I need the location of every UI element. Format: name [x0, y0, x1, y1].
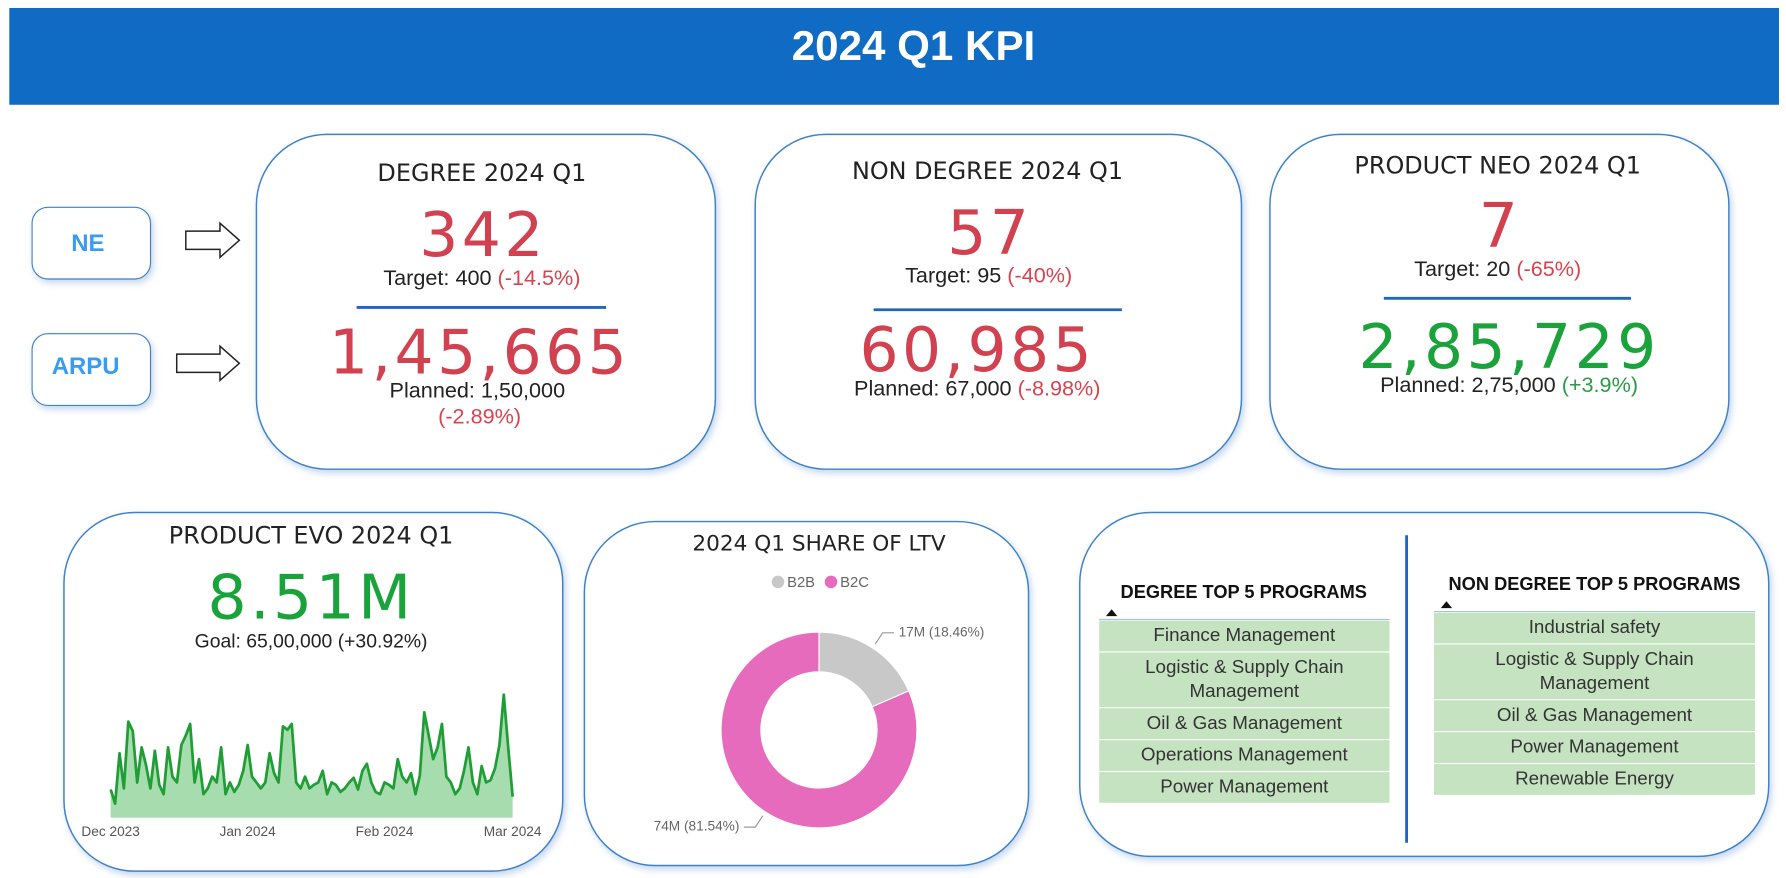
table-row: Renewable Energy: [1433, 764, 1756, 795]
target: Target: 95 (-40%): [905, 262, 1072, 287]
table-row: Finance Management: [1099, 620, 1390, 653]
data-label: 17M (18.46%): [899, 624, 985, 639]
legend-swatch: [771, 575, 785, 589]
legend-swatch: [824, 575, 838, 589]
chart-title: 2024 Q1 SHARE OF LTV: [692, 531, 946, 556]
kpi-card: [754, 133, 1243, 470]
chart-card: [583, 520, 1030, 867]
arpu-label: ARPU: [52, 353, 120, 380]
target-text: Target: 95: [905, 262, 1001, 287]
table-row: Operations Management: [1099, 740, 1390, 773]
legend-label: B2B: [787, 575, 815, 591]
table-title: DEGREE TOP 5 PROGRAMS: [1121, 582, 1367, 602]
x-tick-label: Feb 2024: [356, 824, 414, 839]
leader-line: [743, 815, 764, 828]
card-title: PRODUCT NEO 2024 Q1: [1354, 151, 1641, 179]
arrow: [175, 344, 241, 382]
table-row: Industrial safety: [1433, 612, 1756, 645]
planned-text: Planned: 2,75,000: [1380, 372, 1556, 397]
page-title: 2024 Q1 KPI: [792, 22, 1036, 69]
x-tick-label: Mar 2024: [484, 824, 542, 839]
x-tick-label: Dec 2023: [81, 824, 139, 839]
ne-label: NE: [71, 230, 104, 257]
table-row: Power Management: [1099, 772, 1390, 803]
donut-slice: [720, 631, 918, 829]
sort-icon: [1105, 609, 1118, 617]
target-change: (-14.5%): [498, 265, 581, 290]
target-text: Target: 20: [1414, 256, 1510, 281]
table-row: Logistic & Supply Chain Management: [1433, 644, 1756, 701]
table-container: Industrial safety Logistic & Supply Chai…: [1433, 612, 1756, 795]
card-title: PRODUCT EVO 2024 Q1: [169, 521, 454, 549]
programs-table: Industrial safety Logistic & Supply Chai…: [1433, 612, 1756, 795]
planned-change: (-2.89%): [438, 404, 521, 429]
leader-line: [874, 632, 895, 645]
area: [110, 694, 513, 818]
arrow: [185, 221, 241, 260]
arpu-value: 60,985: [859, 314, 1095, 386]
target-change: (-40%): [1007, 262, 1072, 287]
planned: Planned: 2,75,000 (+3.9%): [1380, 372, 1638, 397]
legend-label: B2C: [840, 575, 869, 591]
ne-value: 57: [947, 197, 1032, 269]
table-title: NON DEGREE TOP 5 PROGRAMS: [1449, 574, 1741, 594]
ne-label-box: [31, 206, 152, 280]
table-row: Oil & Gas Management: [1433, 700, 1756, 733]
sort-icon: [1440, 601, 1453, 609]
header-bar: [9, 7, 1779, 105]
line: [109, 693, 515, 806]
evo-value: 8.51M: [208, 561, 415, 633]
kpi-card: [255, 133, 717, 470]
target: Target: 20 (-65%): [1414, 256, 1581, 281]
target-change: (-65%): [1516, 256, 1581, 281]
table-row: Power Management: [1433, 732, 1756, 765]
goal-change: (+30.92%): [338, 630, 428, 652]
planned-change: (+3.9%): [1562, 372, 1638, 397]
kpi-card: [1269, 133, 1730, 470]
goal-text: Goal: 65,00,000: [195, 630, 333, 652]
planned-change: (-8.98%): [1018, 375, 1101, 400]
table-row: Logistic & Supply Chain Management: [1099, 652, 1390, 709]
arpu-value: 2,85,729: [1359, 311, 1660, 383]
x-tick-label: Jan 2024: [219, 824, 276, 839]
planned-text: Planned: 67,000: [854, 375, 1012, 400]
table-container: Finance Management Logistic & Supply Cha…: [1099, 620, 1390, 803]
card-title: NON DEGREE 2024 Q1: [852, 157, 1123, 185]
ne-value: 7: [1479, 190, 1522, 262]
programs-table: Finance Management Logistic & Supply Cha…: [1099, 620, 1390, 803]
arpu-label-box: [31, 333, 152, 406]
planned: Planned: 1,50,000: [390, 377, 566, 402]
ne-value: 342: [419, 199, 547, 271]
planned: Planned: 67,000 (-8.98%): [854, 375, 1100, 400]
arpu-value: 1,45,665: [329, 317, 630, 389]
area-chart: Dec 2023 Jan 2024 Feb 2024 Mar 2024: [81, 693, 542, 839]
donut-chart: B2B B2C 17M (18.46%) 74M (81.54%): [654, 575, 985, 834]
card-title: DEGREE 2024 Q1: [377, 159, 586, 187]
target-text: Target: 400: [383, 265, 491, 290]
goal: Goal: 65,00,000 (+30.92%): [195, 630, 428, 652]
target: Target: 400 (-14.5%): [383, 265, 580, 290]
data-label: 74M (81.54%): [654, 819, 740, 834]
table-row: Oil & Gas Management: [1099, 708, 1390, 741]
